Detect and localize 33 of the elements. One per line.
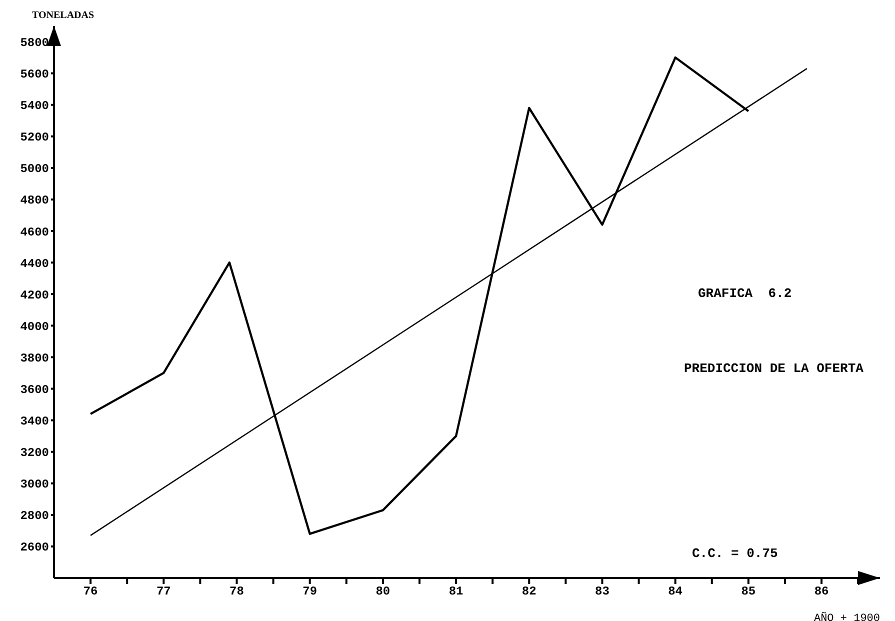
x-tick-label: 78 [230, 584, 244, 599]
y-tick-label: 3000 [20, 478, 49, 492]
y-tick-label: 5600 [20, 68, 49, 82]
annotation: PREDICCION DE LA OFERTA [684, 361, 864, 376]
x-tick-label: 84 [668, 584, 683, 599]
x-tick-label: 79 [302, 584, 318, 599]
x-tick-label: 82 [522, 584, 536, 599]
x-tick-label: 83 [595, 584, 610, 599]
y-tick-label: 4200 [20, 288, 49, 302]
y-tick-label: 5200 [20, 130, 49, 145]
x-tick-label: 77 [156, 584, 171, 599]
y-tick-label: 5400 [20, 99, 49, 114]
annotation: C.C. = 0.75 [692, 546, 778, 561]
y-tick-label: 2600 [20, 540, 49, 555]
y-axis-title: TONELADAS [32, 10, 94, 21]
x-tick-label: 76 [83, 584, 98, 599]
y-tick-label: 4800 [20, 194, 49, 208]
x-tick-label: 86 [814, 584, 829, 599]
y-tick-label: 5800 [20, 36, 49, 50]
y-tick-label: 4400 [20, 256, 49, 271]
y-tick-label: 5000 [20, 162, 49, 176]
y-tick-label: 4600 [20, 225, 49, 240]
y-tick-label: 3800 [20, 351, 49, 366]
x-tick-label: 81 [448, 584, 464, 599]
y-tick-label: 4000 [20, 320, 49, 334]
annotation: GRAFICA 6.2 [698, 286, 792, 301]
y-tick-label: 2800 [20, 509, 49, 524]
x-tick-label: 85 [741, 584, 756, 599]
x-axis-title: AÑO + 1900 [814, 611, 880, 621]
y-tick-label: 3600 [20, 383, 49, 398]
x-tick-label: 80 [376, 584, 390, 599]
y-tick-label: 3200 [20, 446, 49, 460]
y-tick-label: 3400 [20, 414, 49, 429]
